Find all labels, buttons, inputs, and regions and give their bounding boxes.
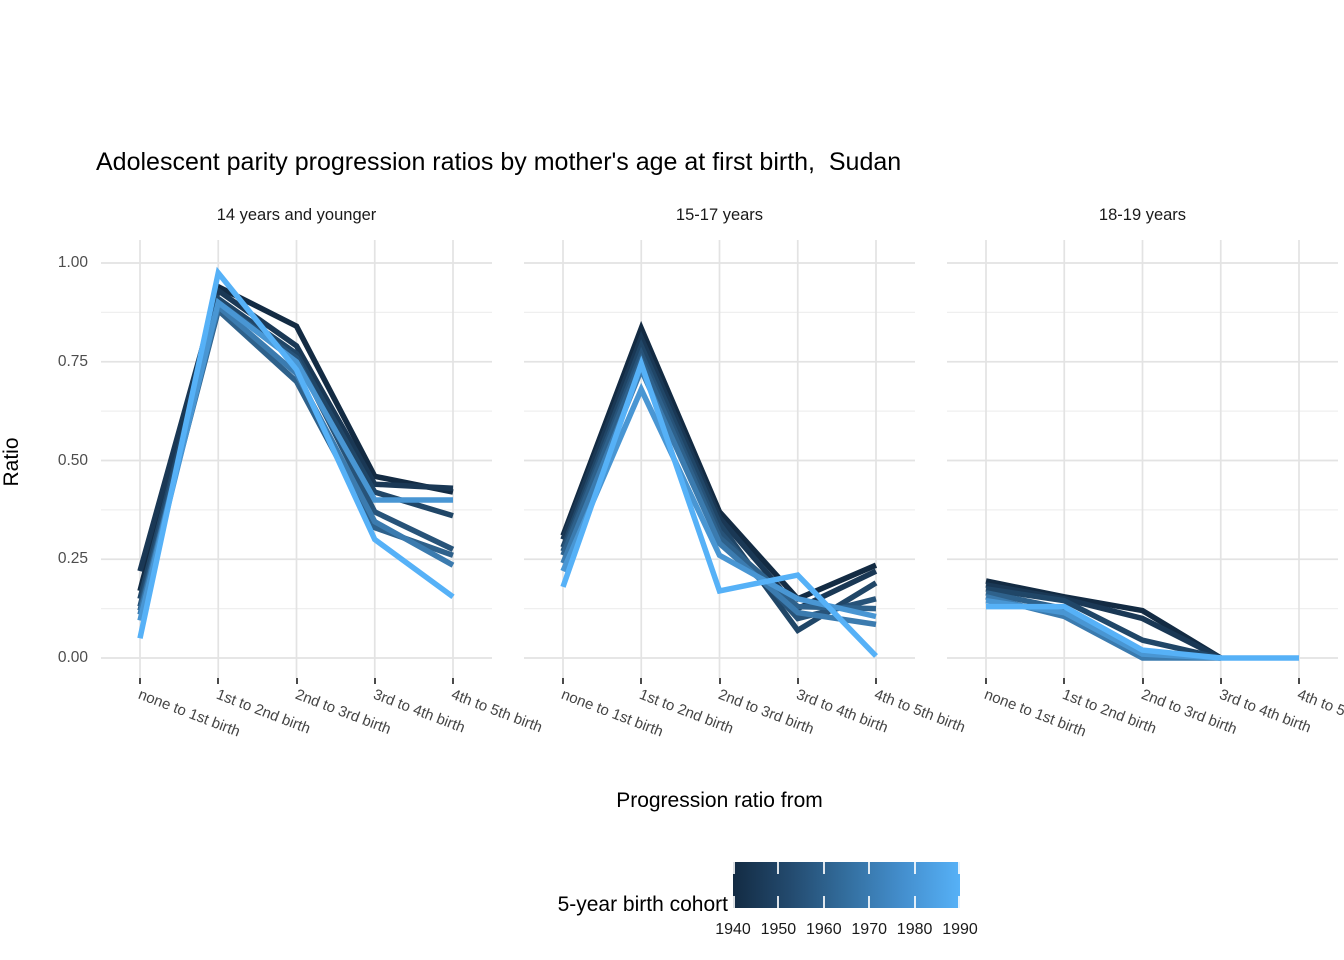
x-axis-title: Progression ratio from — [616, 789, 823, 812]
facet-panel — [524, 240, 915, 678]
legend-tick-label: 1980 — [896, 921, 933, 938]
facet-label: 14 years and younger — [216, 206, 377, 224]
x-tick-mark — [985, 678, 987, 684]
x-tick-mark — [217, 678, 220, 684]
x-tick-mark — [718, 678, 721, 684]
legend-tick-mark — [733, 896, 735, 908]
legend-tick-label: 1940 — [715, 921, 751, 938]
legend-tick-mark — [733, 862, 735, 874]
x-tick-mark — [452, 678, 454, 684]
x-tick-mark — [295, 678, 298, 684]
cohort-line-1980 — [137, 297, 453, 622]
y-axis-title: Ratio — [0, 437, 23, 487]
legend-tick-mark — [913, 862, 916, 874]
facet-label: 15-17 years — [675, 206, 764, 224]
x-tick-mark — [875, 678, 877, 684]
legend-tick-mark — [958, 896, 960, 908]
facet-panel — [947, 240, 1338, 678]
facet-panel — [101, 240, 492, 678]
cohort-line-1950 — [985, 586, 1222, 661]
legend-tick-label: 1960 — [806, 921, 842, 938]
legend-tick-label: 1950 — [760, 921, 797, 938]
legend-tick-mark — [913, 896, 916, 908]
x-tick-mark — [1219, 678, 1222, 684]
cohort-line-1990 — [560, 355, 878, 658]
chart-title: Adolescent parity progression ratios by … — [96, 148, 902, 176]
x-tick-mark — [1141, 678, 1144, 684]
y-tick-label: 0.25 — [57, 550, 88, 568]
y-tick-label: 0.50 — [57, 451, 88, 469]
legend-tick-mark — [958, 862, 960, 874]
cohort-line-1990 — [137, 266, 455, 639]
legend-gradient-bar — [733, 862, 960, 908]
legend-tick-label: 1990 — [942, 921, 978, 938]
cohort-line-1990 — [986, 603, 1299, 661]
y-tick-label: 1.00 — [57, 254, 88, 271]
cohort-line-1945 — [985, 582, 1222, 661]
y-tick-label: 0.00 — [57, 649, 88, 666]
legend-tick-mark — [868, 862, 871, 874]
x-tick-mark — [373, 678, 376, 684]
legend-tick-mark — [822, 896, 825, 908]
legend-tick-mark — [777, 862, 780, 874]
facet-label: 18-19 years — [1098, 206, 1187, 224]
legend-tick-mark — [777, 896, 780, 908]
cohort-line-1940 — [985, 578, 1223, 661]
legend-tick-label: 1970 — [851, 921, 887, 938]
y-tick-label: 0.75 — [57, 352, 88, 370]
x-tick-mark — [1298, 678, 1300, 684]
x-tick-mark — [796, 678, 799, 684]
legend-tick-mark — [822, 862, 825, 874]
legend-tick-mark — [868, 896, 871, 908]
x-tick-mark — [1063, 678, 1066, 684]
legend-title: 5-year birth cohort — [557, 893, 728, 916]
x-tick-mark — [562, 678, 564, 684]
x-tick-mark — [640, 678, 643, 684]
x-tick-mark — [139, 678, 141, 684]
